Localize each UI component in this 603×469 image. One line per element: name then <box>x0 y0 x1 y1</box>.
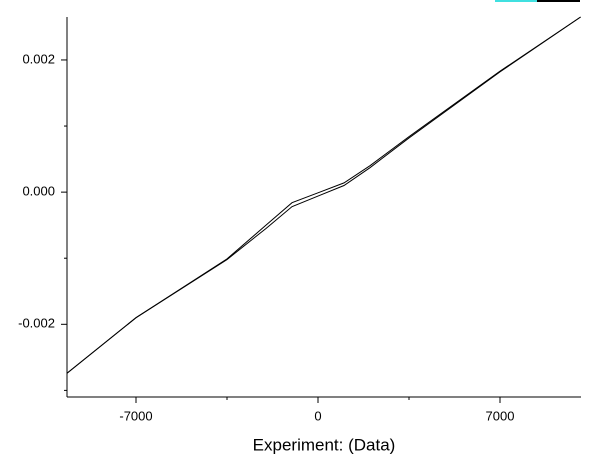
y-tick-label: 0.002 <box>22 51 55 66</box>
x-tick-label: 0 <box>314 408 321 423</box>
x-tick-label: 7000 <box>486 408 515 423</box>
y-tick-label: -0.002 <box>18 316 55 331</box>
x-tick-label: -7000 <box>119 408 152 423</box>
x-axis-label: Experiment: (Data) <box>253 435 396 454</box>
legend-fragment <box>495 0 537 2</box>
series-line <box>66 16 581 374</box>
y-tick-label: 0.000 <box>22 184 55 199</box>
series-line <box>66 16 581 374</box>
legend-fragment <box>537 0 580 2</box>
